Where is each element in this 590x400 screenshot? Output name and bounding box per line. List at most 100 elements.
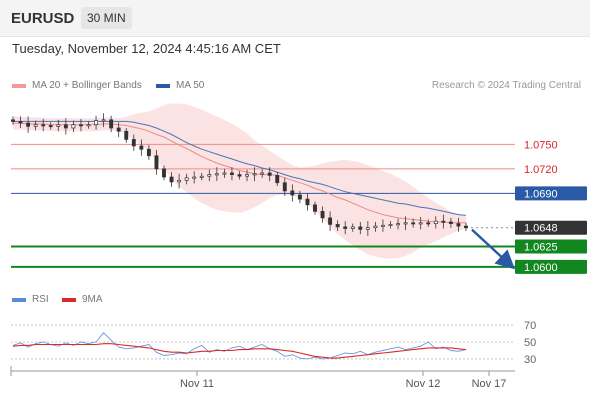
x-tick-label-Nov 17: Nov 17 xyxy=(472,378,507,390)
candle-body xyxy=(305,198,310,206)
candle-body xyxy=(184,177,189,181)
candle-body xyxy=(350,226,355,229)
legend-ma20: MA 20 + Bollinger Bands xyxy=(12,80,142,91)
level-badge-1.0625 xyxy=(515,239,587,254)
timeframe-badge[interactable]: 30 MIN xyxy=(81,7,132,29)
candle-body xyxy=(403,222,408,225)
candle-body xyxy=(199,175,204,178)
candle-body xyxy=(94,120,98,126)
legend-rsi-label: RSI xyxy=(32,294,49,305)
candle-body xyxy=(192,176,197,179)
bollinger-bands xyxy=(13,103,466,259)
candle-body xyxy=(214,173,219,176)
legend-9ma-swatch xyxy=(62,297,76,302)
candle-body xyxy=(396,223,401,226)
candle-body xyxy=(48,125,53,128)
candle-body xyxy=(41,124,46,127)
candle-body xyxy=(418,222,423,225)
rsi-line xyxy=(12,332,467,360)
candle-body xyxy=(282,182,287,192)
symbol-title: EURUSD xyxy=(11,10,75,27)
legend-ma20-swatch xyxy=(12,83,26,88)
candle-body xyxy=(260,172,265,175)
rsi-tick-50: 50 xyxy=(524,337,536,349)
rsi-tick-30: 30 xyxy=(524,354,536,366)
candle-body xyxy=(131,139,136,147)
candle-body xyxy=(388,224,393,226)
candle-body xyxy=(365,227,370,230)
level-label-1.0720: 1.0720 xyxy=(524,164,558,176)
candle-body xyxy=(230,172,234,175)
candle-body xyxy=(373,225,378,229)
candle-body xyxy=(63,124,68,129)
legend-9ma-label: 9MA xyxy=(82,294,103,305)
legend-ma50-label: MA 50 xyxy=(176,80,205,91)
candle-body xyxy=(448,221,453,224)
candle-body xyxy=(162,168,166,178)
candle-body xyxy=(464,225,468,229)
legend-ma50-swatch xyxy=(156,83,170,88)
candle-body xyxy=(245,174,249,177)
legend-rsi-swatch xyxy=(12,297,26,302)
candle-body xyxy=(343,226,348,229)
candle-body xyxy=(56,124,61,127)
candle-body xyxy=(222,172,227,175)
candle-body xyxy=(456,223,461,227)
rsi-9ma-line xyxy=(12,343,467,359)
x-tick-label-Nov 11: Nov 11 xyxy=(180,378,214,390)
credit-text: Research © 2024 Trading Central xyxy=(431,80,581,91)
candle-body xyxy=(426,222,431,225)
level-badge-1.0648 xyxy=(515,220,587,235)
candle-body xyxy=(290,190,295,196)
candle-body xyxy=(328,217,333,225)
candle-body xyxy=(109,119,114,129)
legend-rsi: RSI xyxy=(12,294,49,305)
projection-arrow xyxy=(471,228,516,270)
candle-body xyxy=(433,220,438,224)
candle-body xyxy=(18,121,23,124)
legend-9ma: 9MA xyxy=(62,294,103,305)
candle-body xyxy=(86,124,91,127)
candle-body xyxy=(139,145,144,150)
candle-body xyxy=(177,179,182,183)
candle-body xyxy=(116,127,121,132)
candle-body xyxy=(313,204,317,212)
rsi-tick-70: 70 xyxy=(524,320,536,332)
level-badge-1.0690 xyxy=(515,186,587,201)
candle-body xyxy=(26,122,31,127)
candle-body xyxy=(101,119,106,122)
candle-body xyxy=(11,119,15,122)
legend-ma20-label: MA 20 + Bollinger Bands xyxy=(32,80,142,91)
candle-body xyxy=(71,124,76,129)
level-badge-1.0600 xyxy=(515,259,587,274)
candle-body xyxy=(297,194,302,200)
ma50-line xyxy=(13,120,467,216)
legend-ma50: MA 50 xyxy=(156,80,204,91)
candle-body xyxy=(124,130,129,140)
candle-body xyxy=(146,148,151,157)
candle-body xyxy=(237,174,242,177)
candle-body xyxy=(335,224,340,228)
candle-body xyxy=(154,155,159,170)
candle-body xyxy=(207,174,212,177)
level-label-1.0648: 1.0648 xyxy=(524,223,558,235)
timestamp: Tuesday, November 12, 2024 4:45:16 AM CE… xyxy=(12,41,281,56)
level-label-1.0625: 1.0625 xyxy=(524,241,558,253)
level-label-1.0690: 1.0690 xyxy=(524,188,558,200)
candle-body xyxy=(169,176,174,183)
level-label-1.0600: 1.0600 xyxy=(524,262,558,274)
top-bar: EURUSD 30 MIN xyxy=(0,0,590,37)
candle-body xyxy=(33,124,38,127)
candle-body xyxy=(267,172,272,176)
candle-body xyxy=(441,220,446,223)
candle-body xyxy=(252,173,257,176)
x-tick-label-Nov 12: Nov 12 xyxy=(406,378,441,390)
candle-body xyxy=(358,226,363,230)
level-label-1.0750: 1.0750 xyxy=(524,139,558,151)
candle-body xyxy=(78,124,83,127)
candle-body xyxy=(275,175,280,184)
candle-body xyxy=(320,210,325,219)
candle-body xyxy=(381,224,385,227)
candle-body xyxy=(411,222,416,225)
